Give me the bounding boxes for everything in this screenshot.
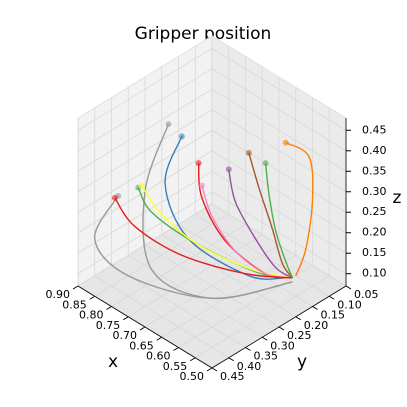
x-tick-label: 0.85 — [62, 298, 87, 311]
tick-mark — [72, 285, 79, 290]
tick-mark — [122, 316, 129, 321]
start-point — [282, 139, 289, 146]
grid-line — [211, 109, 347, 193]
grid-line — [144, 244, 280, 328]
z-tick-label: 0.10 — [362, 267, 387, 280]
grid-line — [211, 129, 347, 213]
grid-line — [77, 88, 213, 172]
grid-line — [77, 170, 213, 254]
chart-title: Gripper position — [135, 24, 272, 44]
y-tick-label: 0.15 — [321, 309, 346, 322]
x-tick-label: 0.55 — [163, 360, 188, 373]
grid-line — [211, 191, 347, 275]
grid-line — [211, 150, 347, 234]
z-tick-label: 0.40 — [362, 144, 387, 157]
tick-mark — [328, 295, 335, 300]
grid-line — [211, 68, 347, 152]
tick-mark — [228, 357, 235, 362]
z-tick-label: 0.45 — [362, 123, 387, 136]
tick-mark — [295, 316, 302, 321]
start-point — [111, 194, 118, 201]
x-tick-label: 0.70 — [113, 329, 138, 342]
z-tick-label: 0.35 — [362, 164, 387, 177]
tick-mark — [189, 357, 196, 362]
tick-mark — [245, 347, 251, 351]
y-tick-label: 0.30 — [270, 339, 295, 352]
z-tick-label: 0.20 — [362, 226, 387, 239]
z-tick-label: 0.25 — [362, 205, 387, 218]
z-tick-label: 0.30 — [362, 185, 387, 198]
trajectory — [285, 141, 314, 277]
x-tick-label: 0.50 — [180, 370, 205, 383]
grid-line — [211, 203, 347, 287]
y-tick-label: 0.05 — [354, 288, 379, 301]
grid-line — [77, 47, 213, 131]
y-axis-line — [211, 285, 347, 369]
trajectory — [94, 195, 293, 300]
tick-mark — [106, 306, 112, 310]
x-tick-label: 0.90 — [46, 288, 71, 301]
start-point — [165, 121, 172, 128]
grid-line — [211, 47, 347, 131]
tick-mark — [206, 367, 213, 372]
trajectory — [228, 169, 293, 279]
y-tick-label: 0.10 — [337, 298, 362, 311]
y-tick-label: 0.40 — [237, 360, 262, 373]
start-point — [178, 133, 185, 140]
grid-line — [178, 224, 313, 307]
start-point — [198, 182, 205, 189]
start-point — [225, 166, 232, 173]
x-tick-label: 0.80 — [79, 309, 104, 322]
tick-mark — [312, 306, 318, 310]
tick-mark — [139, 326, 146, 331]
y-tick-label: 0.45 — [220, 370, 245, 383]
tick-mark — [211, 367, 218, 372]
tick-mark — [345, 285, 352, 290]
grid-line — [77, 129, 213, 213]
grid-line — [211, 88, 347, 172]
tick-mark — [261, 336, 268, 341]
z-tick-label: 0.15 — [362, 246, 387, 259]
tick-mark — [156, 336, 163, 341]
x-tick-label: 0.75 — [96, 319, 121, 332]
y-tick-label: 0.25 — [287, 329, 312, 342]
start-point — [245, 149, 252, 156]
trajectory — [264, 162, 294, 279]
y-tick-label: 0.35 — [254, 350, 279, 363]
x-axis-line — [77, 285, 213, 369]
y-axis-label: y — [297, 352, 307, 372]
grid-line — [77, 68, 213, 152]
grid-line — [94, 275, 229, 359]
x-tick-label: 0.65 — [129, 339, 154, 352]
trajectory — [114, 197, 293, 279]
grid-line — [77, 191, 213, 275]
grid-line — [211, 170, 347, 254]
start-point — [138, 182, 145, 189]
tick-mark — [278, 326, 285, 331]
y-tick-label: 0.20 — [304, 319, 329, 332]
tick-mark — [89, 295, 96, 300]
grid-line — [161, 234, 296, 318]
tick-mark — [173, 347, 179, 351]
trajectory — [248, 152, 293, 279]
x-tick-label: 0.60 — [146, 350, 171, 363]
x-axis-label: x — [108, 352, 118, 372]
start-point — [262, 160, 269, 167]
start-point — [195, 160, 202, 167]
grid-line — [77, 109, 213, 193]
z-axis-label: z — [393, 188, 402, 208]
